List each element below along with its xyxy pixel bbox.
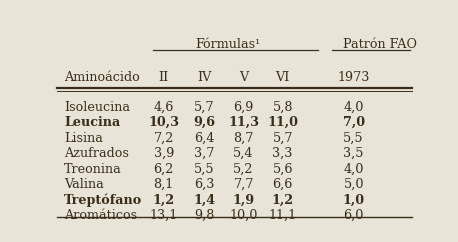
Text: 3,3: 3,3 [273, 147, 293, 160]
Text: 1,4: 1,4 [193, 194, 216, 207]
Text: V: V [239, 71, 248, 84]
Text: 11,0: 11,0 [267, 116, 298, 129]
Text: 5,5: 5,5 [344, 132, 364, 145]
Text: 7,0: 7,0 [343, 116, 365, 129]
Text: Aminoácido: Aminoácido [64, 71, 140, 84]
Text: 5,5: 5,5 [194, 163, 215, 176]
Text: 4,6: 4,6 [153, 101, 174, 114]
Text: Treonina: Treonina [64, 163, 122, 176]
Text: 10,0: 10,0 [229, 209, 258, 222]
Text: Fórmulas¹: Fórmulas¹ [195, 38, 260, 51]
Text: IV: IV [197, 71, 212, 84]
Text: Azufrados: Azufrados [64, 147, 129, 160]
Text: Patrón FAO: Patrón FAO [343, 38, 417, 51]
Text: 1,2: 1,2 [153, 194, 175, 207]
Text: 5,2: 5,2 [233, 163, 254, 176]
Text: 6,4: 6,4 [194, 132, 215, 145]
Text: 5,8: 5,8 [273, 101, 293, 114]
Text: 11,3: 11,3 [228, 116, 259, 129]
Text: 1973: 1973 [338, 71, 370, 84]
Text: 9,6: 9,6 [194, 116, 216, 129]
Text: 1,2: 1,2 [272, 194, 294, 207]
Text: 6,6: 6,6 [273, 178, 293, 191]
Text: 5,4: 5,4 [233, 147, 254, 160]
Text: 13,1: 13,1 [150, 209, 178, 222]
Text: Leucina: Leucina [64, 116, 120, 129]
Text: 5,7: 5,7 [194, 101, 215, 114]
Text: 4,0: 4,0 [344, 163, 364, 176]
Text: 8,7: 8,7 [234, 132, 254, 145]
Text: II: II [158, 71, 169, 84]
Text: 3,7: 3,7 [194, 147, 215, 160]
Text: 7,7: 7,7 [234, 178, 254, 191]
Text: Aromáticos: Aromáticos [64, 209, 137, 222]
Text: 9,8: 9,8 [194, 209, 215, 222]
Text: 11,1: 11,1 [268, 209, 297, 222]
Text: Treptófano: Treptófano [64, 194, 142, 207]
Text: Valina: Valina [64, 178, 104, 191]
Text: 7,2: 7,2 [153, 132, 174, 145]
Text: 3,9: 3,9 [153, 147, 174, 160]
Text: 6,0: 6,0 [344, 209, 364, 222]
Text: 5,0: 5,0 [344, 178, 364, 191]
Text: Lisina: Lisina [64, 132, 103, 145]
Text: 6,2: 6,2 [153, 163, 174, 176]
Text: 1,9: 1,9 [233, 194, 255, 207]
Text: VI: VI [275, 71, 290, 84]
Text: 3,5: 3,5 [344, 147, 364, 160]
Text: 4,0: 4,0 [344, 101, 364, 114]
Text: 5,6: 5,6 [273, 163, 293, 176]
Text: 10,3: 10,3 [148, 116, 179, 129]
Text: 1,0: 1,0 [343, 194, 365, 207]
Text: 8,1: 8,1 [153, 178, 174, 191]
Text: 5,7: 5,7 [273, 132, 293, 145]
Text: 6,3: 6,3 [194, 178, 215, 191]
Text: 6,9: 6,9 [234, 101, 254, 114]
Text: Isoleucina: Isoleucina [64, 101, 131, 114]
